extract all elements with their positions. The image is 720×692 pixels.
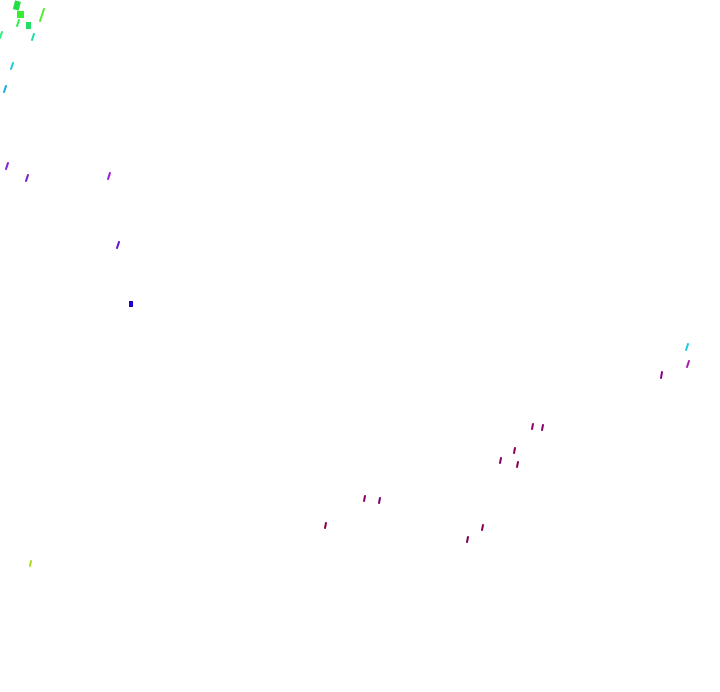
mark: [129, 301, 133, 307]
mark: [25, 174, 29, 182]
mark: [10, 62, 14, 70]
mark: [0, 31, 3, 39]
mark: [531, 423, 534, 430]
mark: [685, 343, 689, 351]
mark: [660, 371, 663, 379]
mark: [26, 22, 31, 29]
mark: [17, 11, 24, 18]
mark: [516, 461, 519, 468]
mark: [513, 447, 516, 454]
mark: [3, 85, 7, 93]
mark: [12, 0, 21, 11]
mark: [16, 19, 20, 27]
mark: [31, 33, 35, 41]
mark: [363, 495, 366, 502]
mark: [378, 497, 381, 504]
mark: [499, 457, 502, 464]
mark: [29, 560, 32, 567]
mark: [324, 522, 327, 529]
mark: [39, 8, 45, 22]
mark: [541, 424, 544, 431]
mark: [466, 536, 469, 543]
mark: [5, 162, 9, 170]
mark: [107, 172, 111, 180]
mark: [116, 241, 120, 249]
mark: [481, 524, 484, 531]
mark: [686, 360, 690, 368]
